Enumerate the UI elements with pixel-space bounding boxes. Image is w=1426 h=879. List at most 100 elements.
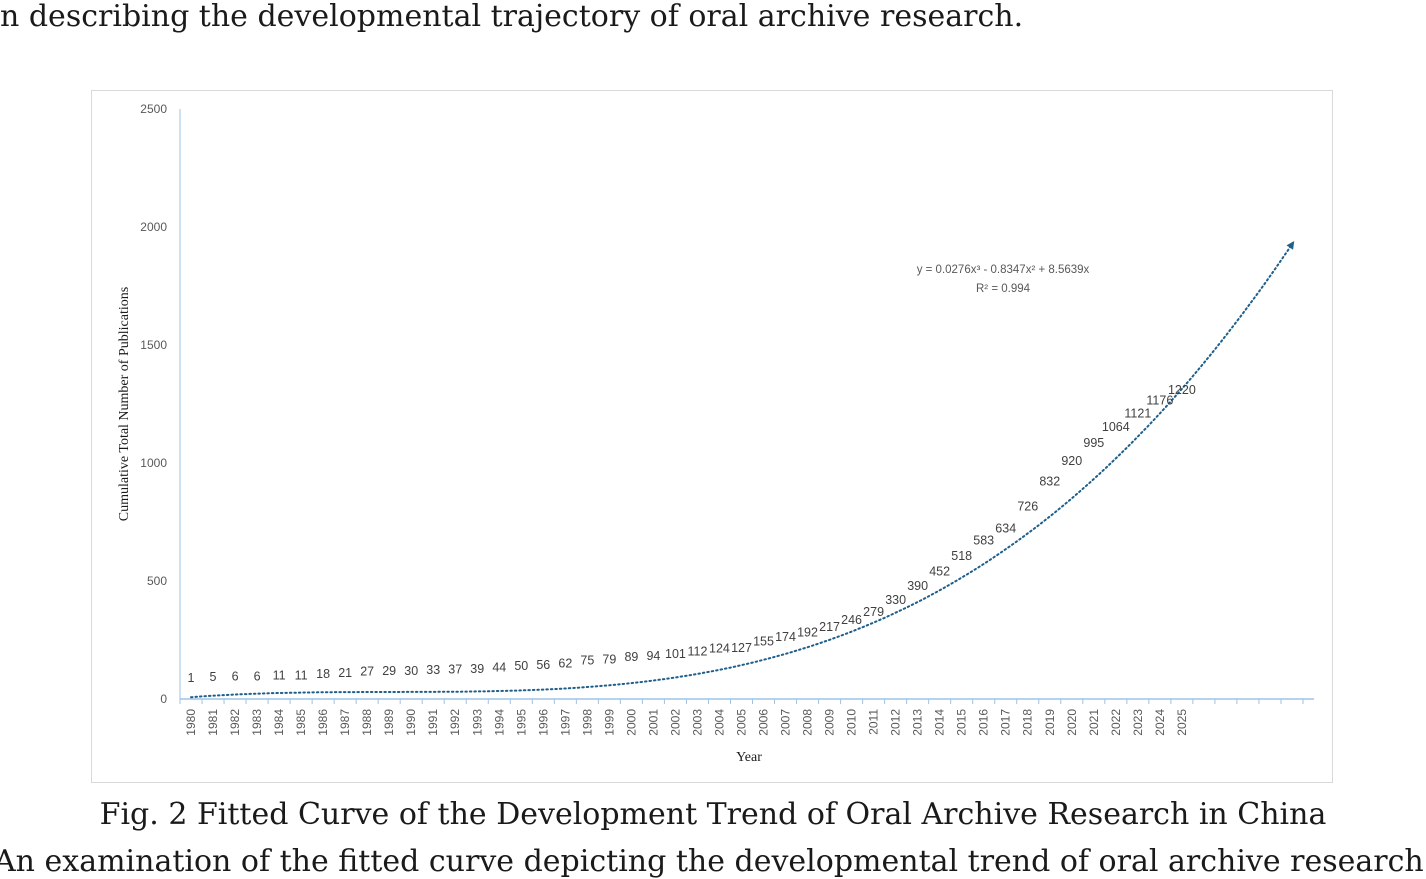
data-label: 452	[929, 564, 950, 578]
trendline	[190, 240, 1295, 699]
x-axis: 1980 1981 1982 1983 1984 1985 1986 1987 1988 1989…	[179, 698, 1314, 736]
data-label: 1	[188, 671, 195, 685]
figure-caption: Fig. 2 Fitted Curve of the Development T…	[99, 797, 1327, 832]
x-tick-label: 1983	[250, 709, 264, 736]
x-tick-label: 1997	[558, 709, 572, 736]
data-label: 634	[995, 521, 1016, 535]
data-label: 112	[687, 645, 707, 659]
x-tick-label: 2025	[1175, 709, 1189, 736]
y-axis-title: Cumulative Total Number of Publications	[117, 287, 132, 521]
data-label: 246	[841, 613, 862, 627]
chart-frame: 0 500 1000 1500 2000 2500 1980 1981 1982 1983 198…	[91, 90, 1333, 783]
preceding-text-line: n describing the developmental trajector…	[0, 0, 1024, 34]
x-tick-label: 1992	[448, 709, 462, 736]
data-label: 37	[448, 662, 462, 676]
x-tick-label: 1980	[184, 709, 198, 736]
x-tick-label: 2022	[1109, 709, 1123, 736]
x-axis-title: Year	[736, 750, 762, 765]
x-tick-label: 1990	[404, 709, 418, 736]
data-label: 920	[1061, 454, 1082, 468]
data-label: 124	[709, 642, 730, 656]
trendline-r-squared: R² = 0.994	[976, 283, 1031, 295]
x-tick-label: 1986	[316, 709, 330, 736]
data-label: 44	[492, 661, 506, 675]
x-tick-label: 2023	[1131, 709, 1145, 736]
trendline-curve	[190, 240, 1295, 699]
x-tick-label: 1989	[382, 709, 396, 736]
x-tick-label: 1998	[580, 709, 594, 736]
x-tick-label: 2019	[1043, 709, 1057, 736]
x-tick-label: 2024	[1153, 709, 1167, 736]
data-label: 155	[753, 634, 774, 648]
data-label: 217	[819, 620, 840, 634]
x-tick-label: 2007	[779, 709, 793, 736]
data-label: 995	[1083, 436, 1104, 450]
data-label: 6	[254, 670, 261, 684]
data-label: 29	[382, 664, 396, 678]
data-label: 30	[404, 664, 418, 678]
data-label: 18	[316, 667, 330, 681]
x-tick-label: 1984	[272, 709, 286, 736]
x-tick-label: 1988	[360, 709, 374, 736]
data-labels: 1 5 6 6 11 11 18 21 27 29 30 33 37 39 44 50 56 62 75 79 89 94…	[188, 383, 1196, 685]
x-tick-label: 1991	[426, 709, 440, 736]
data-label: 192	[797, 626, 818, 640]
x-tick-label: 2009	[823, 709, 837, 736]
data-label: 5	[210, 670, 217, 684]
y-tick-label: 500	[147, 574, 167, 588]
x-tick-label: 2005	[734, 709, 748, 736]
x-tick-label: 1996	[536, 709, 550, 736]
data-label: 79	[602, 652, 616, 666]
y-axis: 0 500 1000 1500 2000 2500	[140, 102, 181, 706]
data-label: 11	[295, 668, 308, 682]
x-tick-label: 2020	[1065, 709, 1079, 736]
data-label: 94	[646, 649, 660, 663]
data-label: 390	[907, 579, 928, 593]
data-label: 174	[775, 630, 796, 644]
y-tick-label: 2000	[140, 220, 167, 234]
data-label: 279	[863, 605, 884, 619]
data-label: 1176	[1146, 393, 1173, 407]
data-label: 726	[1017, 500, 1038, 514]
x-tick-label: 2014	[933, 709, 947, 736]
data-label: 56	[536, 658, 550, 672]
x-tick-label: 1994	[492, 709, 506, 736]
x-tick-label: 2013	[911, 709, 925, 736]
trendline-equation: y = 0.0276x³ - 0.8347x² + 8.5639x	[917, 264, 1090, 276]
data-label: 89	[624, 650, 638, 664]
x-tick-label: 2003	[690, 709, 704, 736]
x-tick-label: 2008	[801, 709, 815, 736]
data-label: 1064	[1102, 420, 1130, 434]
data-label: 50	[514, 659, 528, 673]
x-tick-label: 2017	[999, 709, 1013, 736]
x-tick-label: 1993	[470, 709, 484, 736]
data-label: 39	[470, 662, 484, 676]
y-tick-label: 0	[160, 692, 167, 706]
x-tick-label: 2006	[757, 709, 771, 736]
x-tick-label: 1985	[294, 709, 308, 736]
data-label: 101	[665, 647, 686, 661]
data-label: 75	[580, 653, 594, 667]
data-label: 27	[360, 665, 374, 679]
data-label: 518	[951, 549, 972, 563]
x-tick-label: 2016	[977, 709, 991, 736]
data-label: 127	[731, 641, 752, 655]
y-tick-label: 1500	[140, 338, 167, 352]
data-label: 583	[973, 533, 994, 547]
y-tick-label: 2500	[140, 102, 167, 116]
y-tick-label: 1000	[140, 456, 167, 470]
x-tick-label: 2011	[867, 709, 881, 735]
data-label: 21	[338, 666, 352, 680]
data-label: 1121	[1124, 406, 1151, 420]
x-tick-label: 2002	[668, 709, 682, 736]
x-tick-label: 2012	[889, 709, 903, 736]
x-tick-label: 1995	[514, 709, 528, 736]
data-label: 6	[232, 670, 239, 684]
data-label: 62	[558, 656, 572, 670]
data-label: 1220	[1168, 383, 1196, 397]
data-label: 11	[273, 668, 286, 682]
x-tick-label: 2021	[1087, 709, 1101, 736]
data-label: 33	[426, 663, 440, 677]
x-tick-label: 1999	[602, 709, 616, 736]
